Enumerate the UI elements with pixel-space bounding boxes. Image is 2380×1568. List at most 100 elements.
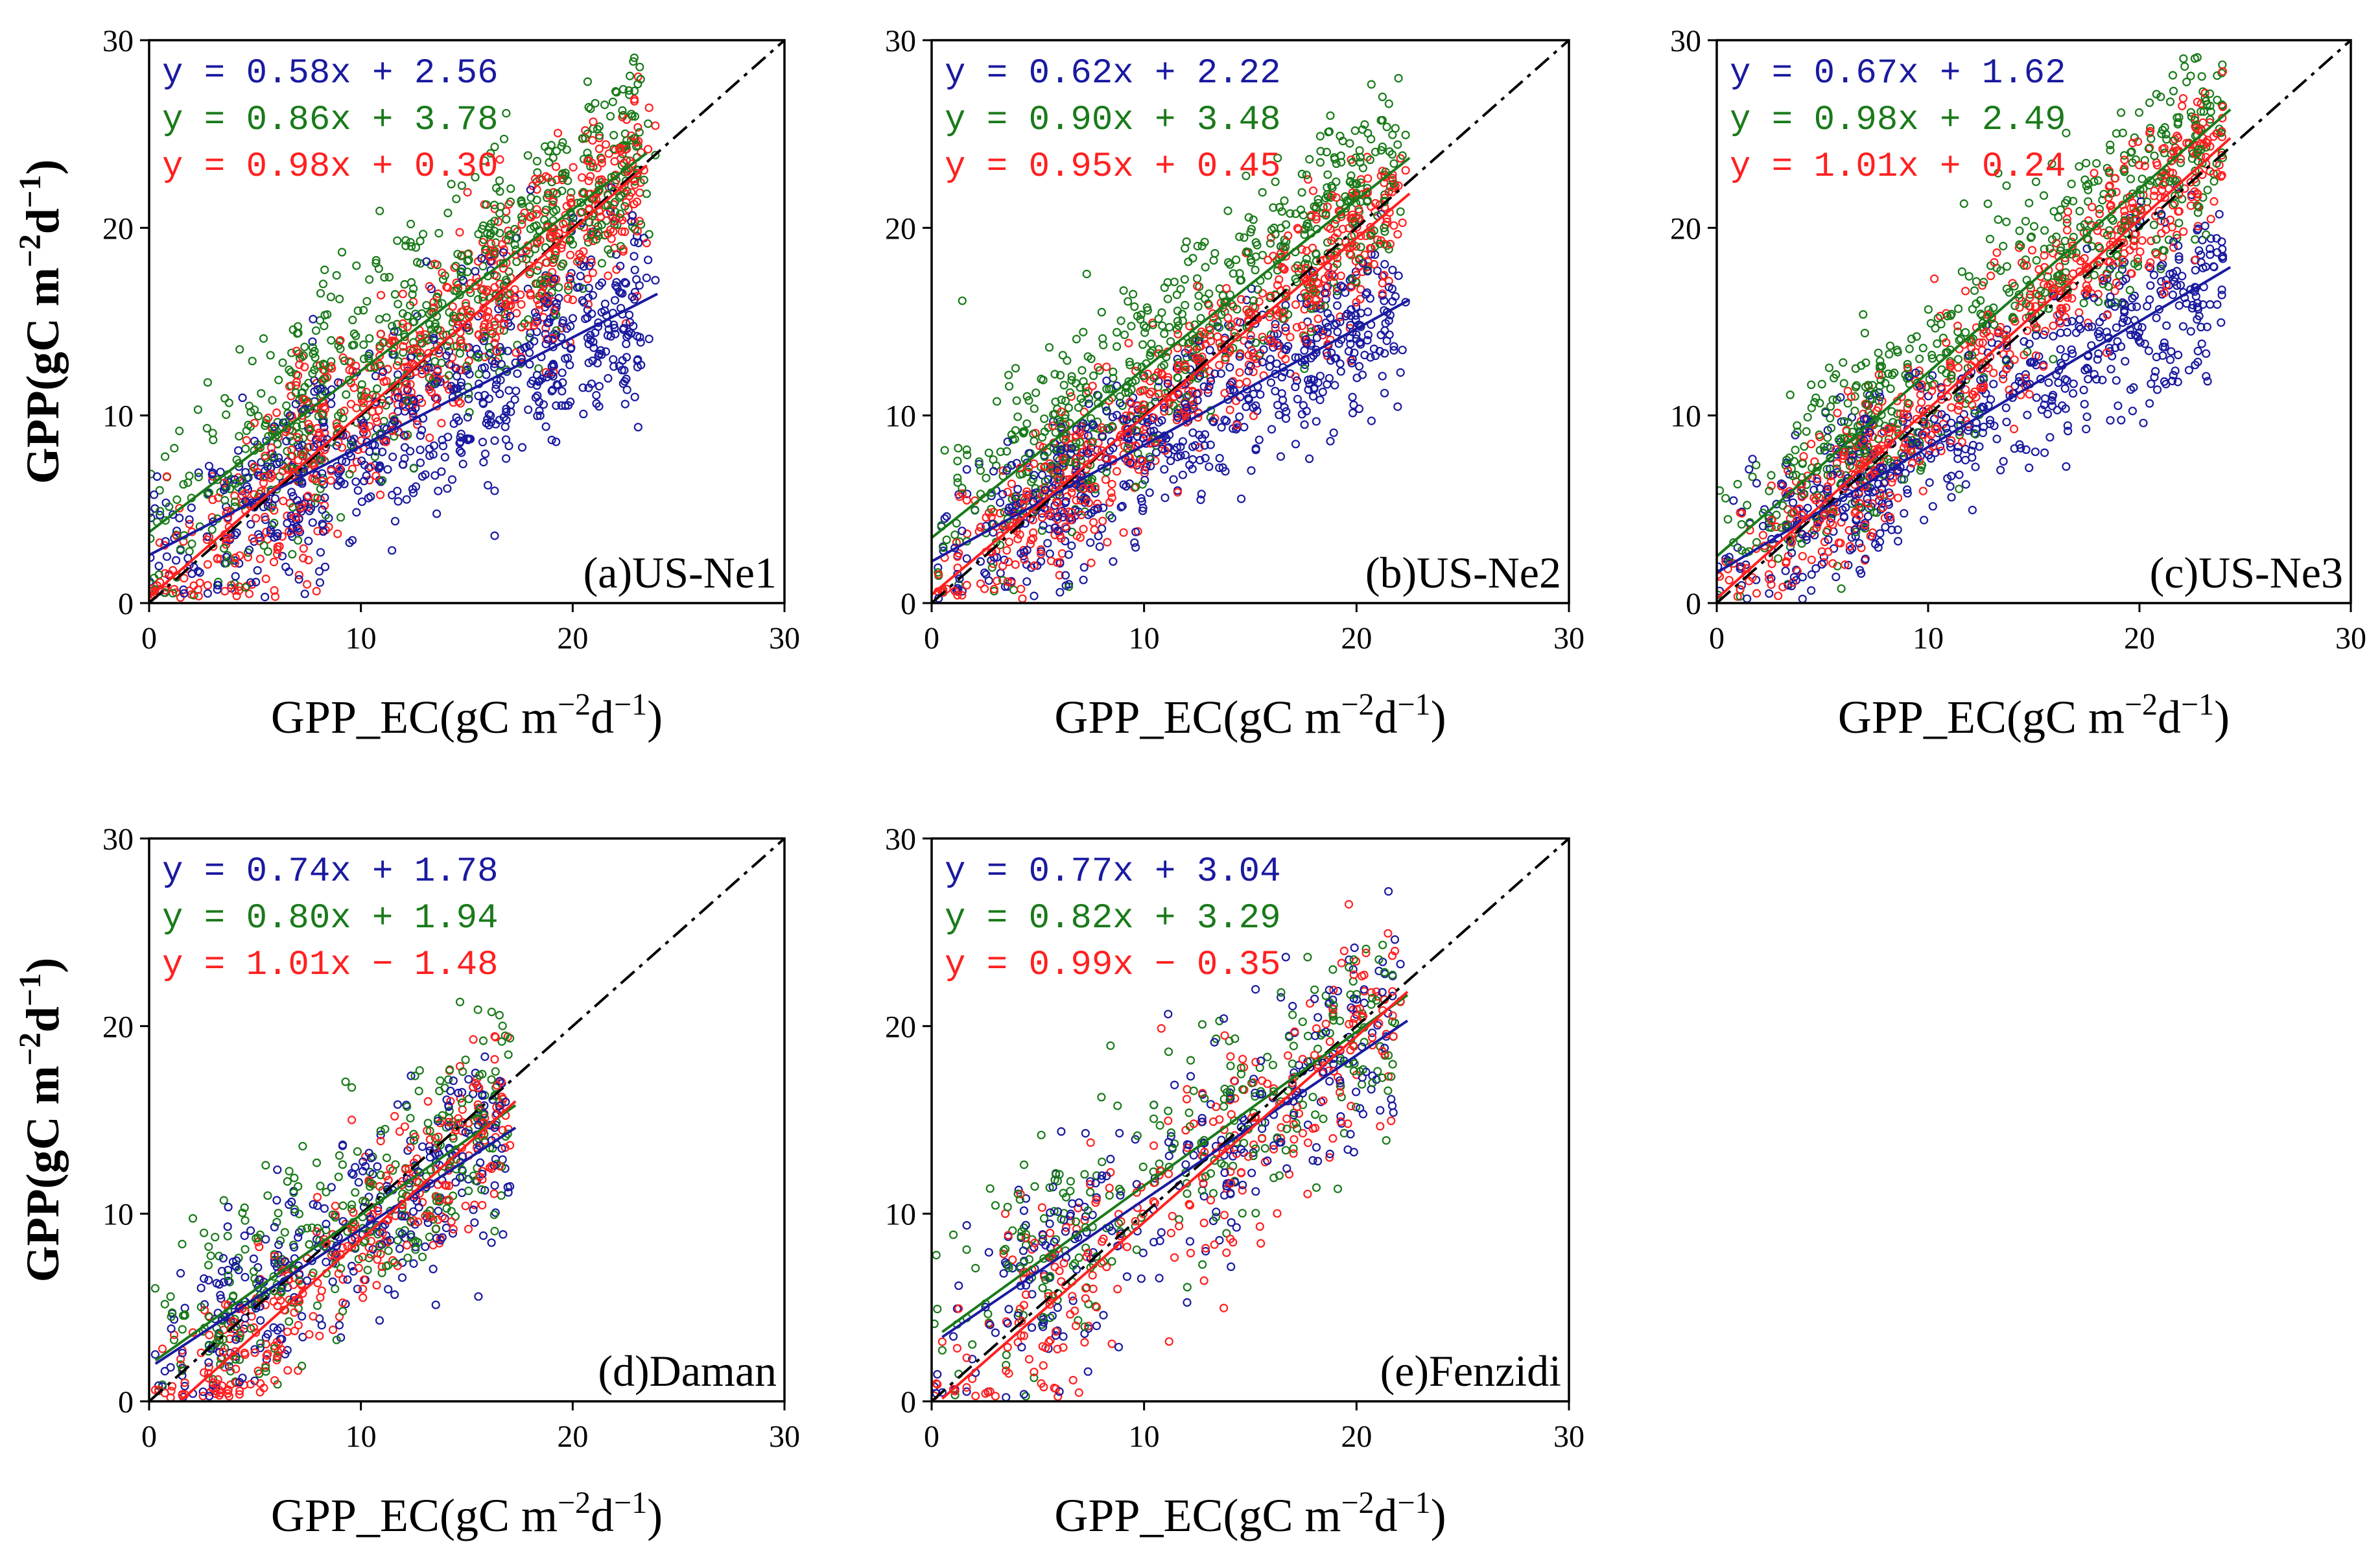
- data-point-model_c: [2167, 222, 2177, 232]
- data-point-model_a: [277, 551, 287, 561]
- data-point-model_b: [1323, 183, 1332, 192]
- data-point-model_c: [2173, 230, 2182, 239]
- data-point-model_c: [2127, 269, 2136, 278]
- data-point-model_a: [1192, 389, 1201, 399]
- data-point-model_a: [622, 385, 631, 394]
- data-point-model_a: [2068, 349, 2077, 358]
- data-point-model_b: [326, 292, 335, 302]
- y-axis-title: GPP(gC m−2d−1): [13, 160, 69, 484]
- data-point-model_c: [333, 529, 342, 538]
- data-point-model_b: [452, 195, 461, 204]
- data-point-model_b: [248, 357, 257, 366]
- data-point-model_b: [1098, 334, 1107, 343]
- data-point-model_b: [1231, 255, 1241, 265]
- data-point-model_c: [272, 408, 281, 418]
- data-point-model_a: [1210, 369, 1219, 378]
- data-point-model_c: [1999, 374, 2008, 384]
- data-point-model_b: [1040, 414, 1049, 423]
- data-point-model_b: [352, 261, 361, 270]
- data-point-model_a: [1876, 392, 1885, 401]
- data-point-model_b: [169, 589, 178, 598]
- data-point-model_c: [2055, 262, 2064, 271]
- data-point-model_b: [349, 340, 359, 350]
- data-point-model_a: [1079, 563, 1089, 572]
- data-point-model_c: [588, 136, 597, 145]
- data-point-model_a: [1003, 437, 1012, 446]
- data-point-model_b: [2079, 298, 2088, 307]
- data-point-model_b: [318, 279, 328, 289]
- data-point-model_b: [2031, 177, 2040, 186]
- data-point-model_a: [1216, 369, 1226, 378]
- data-point-model_b: [1387, 150, 1396, 159]
- data-point-model_a: [1850, 497, 1859, 507]
- data-point-model_b: [2108, 216, 2117, 225]
- data-point-model_a: [417, 425, 427, 434]
- data-point-model_b: [517, 196, 526, 205]
- fit-line-model_a: [149, 292, 658, 556]
- data-point-model_c: [1086, 484, 1095, 493]
- data-point-model_b: [155, 486, 164, 495]
- data-point-model_b: [1119, 286, 1128, 295]
- data-point-model_a: [1389, 346, 1398, 355]
- data-point-model_a: [1748, 455, 1757, 464]
- data-point-model_a: [1906, 464, 1915, 473]
- data-point-model_c: [1316, 300, 1325, 309]
- data-point-model_b: [340, 356, 349, 366]
- data-point-model_c: [1373, 235, 1382, 244]
- data-point-model_c: [412, 420, 422, 429]
- data-point-model_c: [1872, 406, 1881, 415]
- data-point-model_a: [1235, 412, 1244, 422]
- data-point-model_a: [1249, 403, 1258, 412]
- data-point-model_c: [1053, 515, 1062, 524]
- data-point-model_b: [1181, 244, 1190, 253]
- data-point-model_a: [443, 484, 452, 493]
- data-point-model_b: [1084, 394, 1094, 403]
- data-point-model_a: [1099, 503, 1108, 512]
- data-point-model_a: [213, 585, 222, 594]
- data-point-model_a: [1781, 566, 1790, 575]
- data-point-model_b: [2060, 256, 2069, 265]
- data-point-model_b: [1138, 340, 1148, 350]
- data-point-model_b: [429, 378, 438, 388]
- data-point-model_b: [1165, 323, 1174, 332]
- data-point-model_a: [282, 436, 291, 445]
- data-point-model_a: [315, 578, 325, 587]
- data-point-model_c: [231, 553, 240, 562]
- data-point-model_a: [1188, 464, 1197, 473]
- data-point-model_a: [250, 436, 259, 445]
- data-point-model_c: [299, 395, 309, 404]
- data-point-model_c: [483, 285, 492, 294]
- data-point-model_c: [1398, 218, 1407, 228]
- data-point-model_c: [1163, 375, 1172, 385]
- data-point-model_b: [1791, 445, 1800, 455]
- data-point-model_b: [1954, 304, 1963, 313]
- data-point-model_c: [417, 398, 427, 407]
- data-point-model_b: [378, 476, 387, 485]
- panel-title: (b)US-Ne2: [1365, 548, 1561, 597]
- data-point-model_b: [1300, 364, 1309, 374]
- data-point-model_a: [520, 343, 529, 353]
- data-point-model_b: [548, 153, 558, 162]
- data-point-model_c: [1330, 272, 1339, 281]
- data-point-model_c: [169, 565, 178, 575]
- data-point-model_b: [532, 156, 542, 166]
- data-point-model_c: [610, 157, 619, 166]
- data-point-model_c: [1309, 283, 1318, 292]
- data-point-model_a: [342, 457, 351, 466]
- data-point-model_b: [1251, 265, 1260, 274]
- data-point-model_b: [1823, 433, 1832, 442]
- data-point-model_c: [563, 281, 573, 291]
- data-point-model_a: [484, 394, 494, 403]
- data-point-model_b: [416, 237, 425, 246]
- data-point-model_c: [220, 587, 230, 596]
- data-point-model_c: [352, 457, 362, 466]
- data-point-model_a: [1347, 311, 1356, 320]
- data-point-model_b: [1748, 472, 1757, 481]
- data-point-model_c: [1293, 224, 1302, 233]
- data-point-model_c: [346, 399, 356, 409]
- data-point-model_c: [303, 580, 312, 589]
- data-point-model_c: [416, 348, 425, 357]
- data-point-model_b: [1063, 356, 1072, 365]
- data-point-model_c: [292, 433, 302, 442]
- data-point-model_a: [2195, 246, 2204, 255]
